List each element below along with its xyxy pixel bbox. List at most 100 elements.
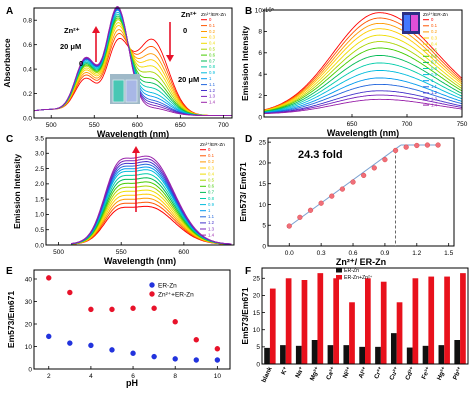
panel-letter: B [245, 6, 252, 17]
annotation: 20 μM [178, 75, 199, 84]
legend-entry: 0.3 [208, 165, 215, 170]
legend-entry: 0 [208, 147, 211, 152]
x-tick-label: 750 [457, 121, 468, 128]
x-axis-label: Wavelength (nm) [327, 128, 399, 138]
emission-curve [263, 22, 463, 111]
x-tick-label: 0.0 [285, 250, 294, 257]
data-point [130, 305, 136, 311]
y-tick-label: 0.0 [35, 242, 44, 249]
legend-entry: 1.2 [209, 88, 216, 93]
annotation: 20 μM [60, 42, 81, 51]
legend: Zn²⁺/ER-Zn00.10.20.30.40.50.60.70.80.911… [200, 142, 225, 237]
x-axis-label: Zn²⁺/ ER-Zn [336, 257, 386, 267]
legend-entry: 0.9 [209, 70, 216, 75]
x-tick-label: 6 [131, 373, 135, 380]
legend-entry: 1.4 [209, 100, 216, 105]
y-tick-label: 0.5 [35, 227, 44, 234]
y-tick-label: 2.5 [35, 166, 44, 173]
y-tick-label: 10 [253, 327, 261, 334]
bar [396, 302, 403, 364]
data-point [151, 305, 157, 311]
emission-curve [263, 41, 463, 112]
y-tick-label: 20 [25, 321, 33, 328]
data-point [339, 186, 346, 192]
y-tick-label: 3.5 [35, 135, 44, 142]
legend-entry: 0.4 [431, 41, 438, 46]
plot-frame [261, 267, 469, 365]
category-label: Na⁺ [294, 366, 305, 379]
data-point [67, 340, 73, 346]
legend-entry: 0.3 [209, 35, 216, 40]
y-tick-label: 8 [258, 29, 262, 36]
legend-entry: 0.6 [431, 54, 438, 59]
y-tick-label: 4 [258, 72, 262, 79]
panel-letter: D [245, 134, 252, 145]
legend-entry: 0.9 [431, 72, 438, 77]
data-point [371, 165, 377, 171]
legend-marker [149, 291, 155, 297]
x-tick-label: 550 [116, 249, 127, 256]
y-axis-label: Em573/ Em671 [238, 162, 248, 222]
legend-swatch [336, 268, 342, 273]
emission-curve [263, 98, 463, 115]
data-point [172, 356, 178, 362]
y-tick-label: 0.4 [23, 66, 32, 73]
x-tick-label: 10 [214, 373, 222, 380]
legend-entry: 1.1 [209, 82, 216, 87]
data-point [46, 275, 52, 281]
legend-entry: 0.1 [431, 23, 438, 28]
legend-entry: 0.6 [208, 184, 215, 189]
category-label: Cr³⁺ [373, 366, 385, 380]
emission-curve [263, 94, 463, 114]
x-tick-label: 4 [89, 373, 93, 380]
arrow-down-head [166, 55, 174, 62]
arrow-up-head [132, 146, 140, 153]
x-tick-label: 500 [53, 249, 64, 256]
emission-curve [263, 28, 463, 112]
y-tick-label: 10 [25, 344, 33, 351]
y-tick-label: 0 [28, 366, 32, 373]
x-tick-label: 0.3 [317, 250, 326, 257]
emission-curve [263, 55, 463, 113]
annotation: 0 [79, 59, 83, 68]
data-point [307, 207, 314, 213]
panel-letter: C [6, 134, 13, 145]
y-tick-label: 0.2 [23, 91, 32, 98]
panel-letter: A [6, 6, 13, 17]
arrow-up-head [92, 26, 100, 33]
legend-entry: 0.5 [431, 48, 438, 53]
legend-entry: 0.5 [209, 47, 216, 52]
data-point [350, 179, 356, 185]
y-tick-label: 10 [259, 202, 267, 209]
bar [444, 276, 450, 364]
x-tick-label: 600 [178, 249, 189, 256]
data-point [130, 350, 136, 356]
legend-entry: 1.4 [208, 232, 215, 237]
legend-entry: 0.3 [431, 35, 438, 40]
category-label: Ni²⁺ [342, 366, 353, 380]
x-tick-label: 700 [218, 122, 229, 129]
bar [280, 345, 286, 364]
data-point [88, 306, 94, 313]
bar [380, 281, 387, 364]
legend-entry: 1.2 [431, 90, 438, 95]
category-label: Cu²⁺ [388, 366, 400, 381]
legend-entry: ER-Zn [158, 282, 177, 289]
y-tick-label: 15 [259, 181, 267, 188]
bar [438, 345, 445, 364]
x-tick-label: 8 [173, 373, 177, 380]
y-tick-label: 25 [259, 139, 267, 146]
legend-entry: 0 [431, 17, 434, 22]
x-tick-label: 650 [347, 121, 358, 128]
data-point [382, 157, 388, 163]
y-axis-label: Em573/Em671 [240, 287, 250, 344]
y-tick-label: 20 [253, 293, 261, 300]
data-point [67, 289, 73, 296]
legend-entry: 0.7 [208, 190, 215, 195]
legend-entry: 0.1 [209, 23, 216, 28]
annotation: Zn²⁺ [181, 10, 197, 19]
data-point [286, 223, 292, 229]
legend-entry: 1.3 [208, 226, 215, 231]
x-tick-label: 550 [89, 122, 100, 129]
data-point [172, 319, 178, 325]
